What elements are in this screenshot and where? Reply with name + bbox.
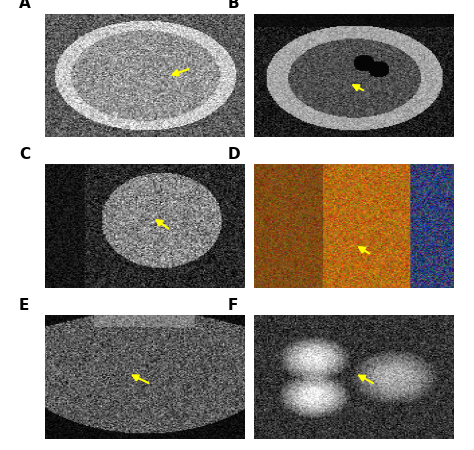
Text: B: B [228,0,239,11]
Text: D: D [228,147,240,162]
Text: A: A [19,0,31,11]
Text: E: E [19,298,29,313]
Text: C: C [19,147,30,162]
Text: F: F [228,298,238,313]
